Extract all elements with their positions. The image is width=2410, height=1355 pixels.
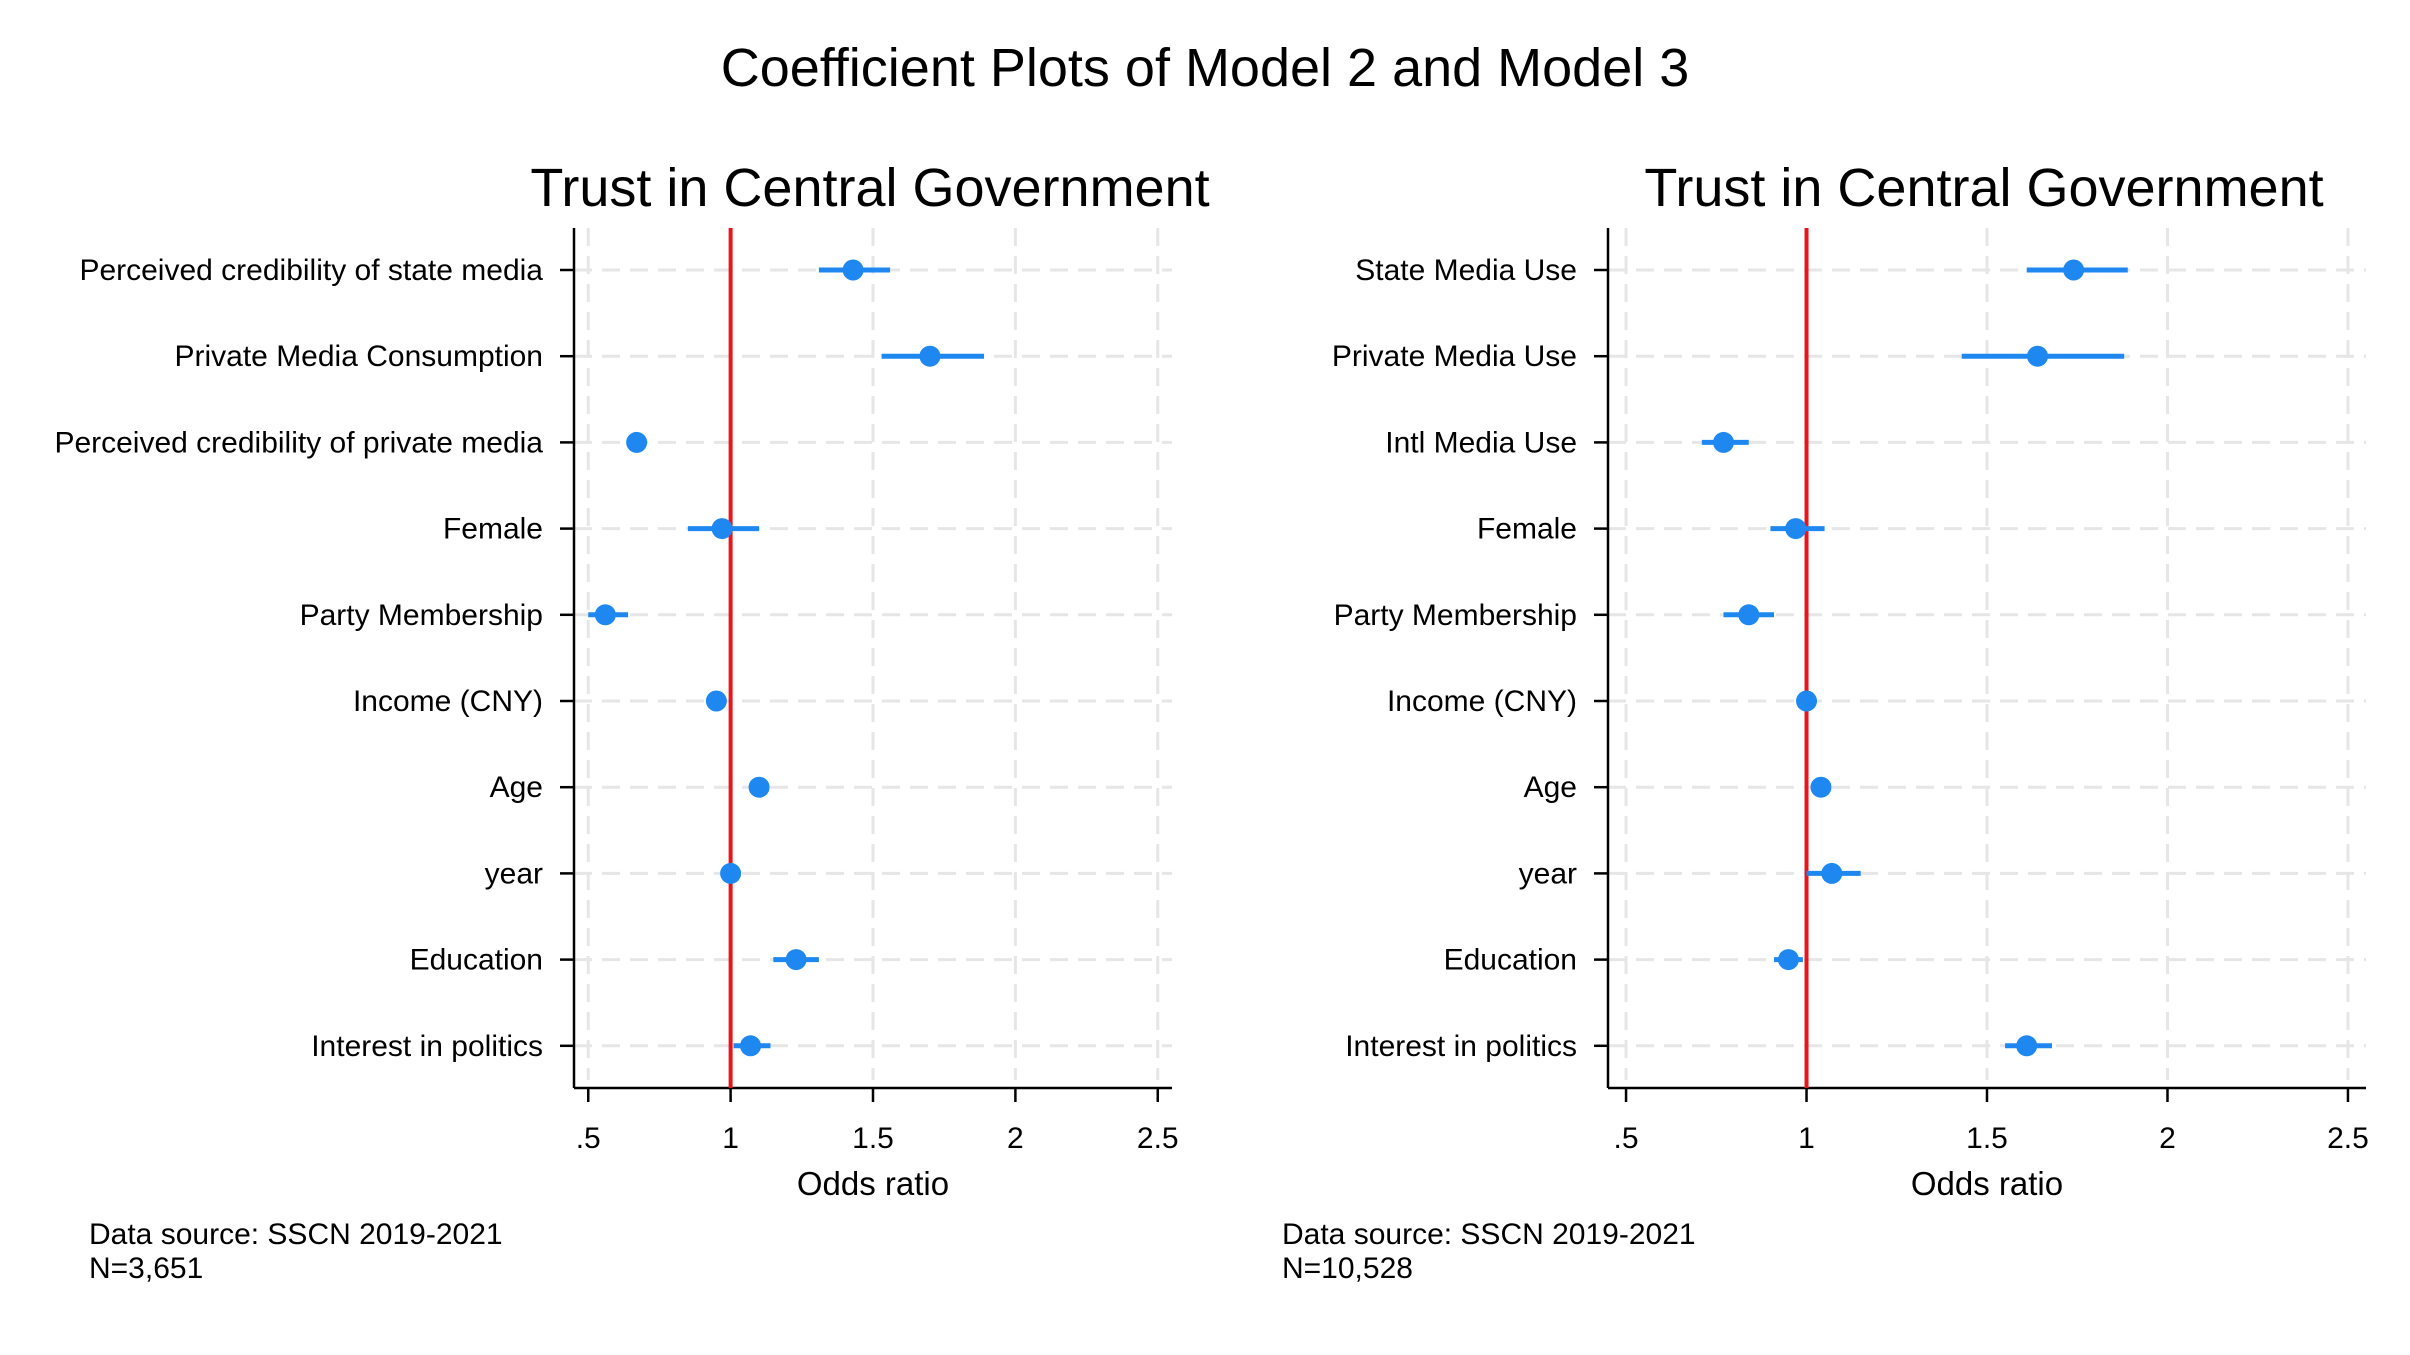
- panel-1-y-tick-label-2: Private Media Consumption: [174, 340, 543, 373]
- panel-2-x-tick-label-4: 2: [2159, 1122, 2176, 1155]
- panel-2-y-tick-label-9: Education: [1444, 944, 1577, 977]
- panel-1-x-tick-label-5: 2.5: [1137, 1122, 1179, 1155]
- panel-1-point-10: [740, 1035, 762, 1057]
- panel-2-y-tick-label-2: Private Media Use: [1332, 340, 1577, 373]
- panel-2-x-tick-label-1: .5: [1614, 1122, 1639, 1155]
- panel-1-title: Trust in Central Government: [530, 158, 1210, 218]
- panel-2-x-tick-label-5: 2.5: [2327, 1122, 2369, 1155]
- panel-2-point-7: [1810, 776, 1832, 798]
- panel-2-title: Trust in Central Government: [1644, 158, 2324, 218]
- panel-1-point-3: [626, 431, 648, 453]
- panel-1-y-tick-label-1: Perceived credibility of state media: [79, 254, 543, 287]
- panel-2-data-source: Data source: SSCN 2019-2021: [1282, 1218, 1696, 1251]
- panel-1-point-1: [842, 259, 864, 281]
- panel-2-y-tick-label-8: year: [1519, 857, 1577, 890]
- panel-1-y-tick-label-6: Income (CNY): [353, 685, 543, 718]
- panel-2-note: Data source: SSCN 2019-2021 N=10,528: [1282, 1218, 1696, 1286]
- panel-2-point-4: [1785, 518, 1807, 540]
- panel-2-y-tick-label-3: Intl Media Use: [1385, 426, 1577, 459]
- panel-1-x-tick-label-1: .5: [576, 1122, 601, 1155]
- panel-1-y-tick-label-4: Female: [443, 513, 543, 546]
- panel-2-y-tick-label-1: State Media Use: [1355, 254, 1577, 287]
- panel-1-y-tick-label-5: Party Membership: [300, 599, 543, 632]
- figure-title: Coefficient Plots of Model 2 and Model 3: [720, 38, 1690, 98]
- panel-1-y-tick-label-8: year: [485, 857, 543, 890]
- panel-1-x-tick-label-3: 1.5: [852, 1122, 894, 1155]
- panel-2-point-8: [1821, 862, 1843, 884]
- panel-1-point-2: [919, 345, 941, 367]
- panel-2-point-6: [1796, 690, 1818, 712]
- panel-2-y-tick-label-4: Female: [1477, 513, 1577, 546]
- panel-1-point-9: [785, 949, 807, 971]
- panel-1-note: Data source: SSCN 2019-2021 N=3,651: [89, 1218, 503, 1286]
- panel-2-point-1: [2063, 259, 2085, 281]
- panel-1-y-tick-label-9: Education: [410, 944, 543, 977]
- panel-2-y-tick-label-7: Age: [1524, 771, 1577, 804]
- panel-2-y-tick-label-5: Party Membership: [1334, 599, 1577, 632]
- panel-1-point-8: [720, 862, 742, 884]
- panel-2-y-tick-label-10: Interest in politics: [1345, 1030, 1577, 1063]
- panel-2-point-2: [2027, 345, 2049, 367]
- panel-1-point-7: [748, 776, 770, 798]
- panel-1-point-6: [705, 690, 727, 712]
- panel-1-point-4: [711, 518, 733, 540]
- panel-1-data-source: Data source: SSCN 2019-2021: [89, 1218, 503, 1251]
- panel-1-y-tick-label-10: Interest in politics: [311, 1030, 543, 1063]
- panel-1-x-tick-label-4: 2: [1007, 1122, 1024, 1155]
- panel-1-point-5: [594, 604, 616, 626]
- panel-2-point-10: [2016, 1035, 2038, 1057]
- panel-2-x-axis-label: Odds ratio: [1911, 1165, 2063, 1202]
- panel-1-x-tick-label-2: 1: [722, 1122, 739, 1155]
- panel-1-sample-size: N=3,651: [89, 1252, 204, 1285]
- panel-1-y-tick-label-7: Age: [490, 771, 543, 804]
- panel-2-x-tick-label-2: 1: [1798, 1122, 1815, 1155]
- panel-2-sample-size: N=10,528: [1282, 1252, 1413, 1285]
- panel-2-point-3: [1713, 431, 1735, 453]
- panel-2-point-5: [1738, 604, 1760, 626]
- panel-2-x-tick-label-3: 1.5: [1966, 1122, 2008, 1155]
- panel-2-y-tick-label-6: Income (CNY): [1387, 685, 1577, 718]
- panel-1-y-tick-label-3: Perceived credibility of private media: [54, 426, 543, 459]
- panel-1-x-axis-label: Odds ratio: [797, 1165, 949, 1202]
- panel-2-point-9: [1777, 949, 1799, 971]
